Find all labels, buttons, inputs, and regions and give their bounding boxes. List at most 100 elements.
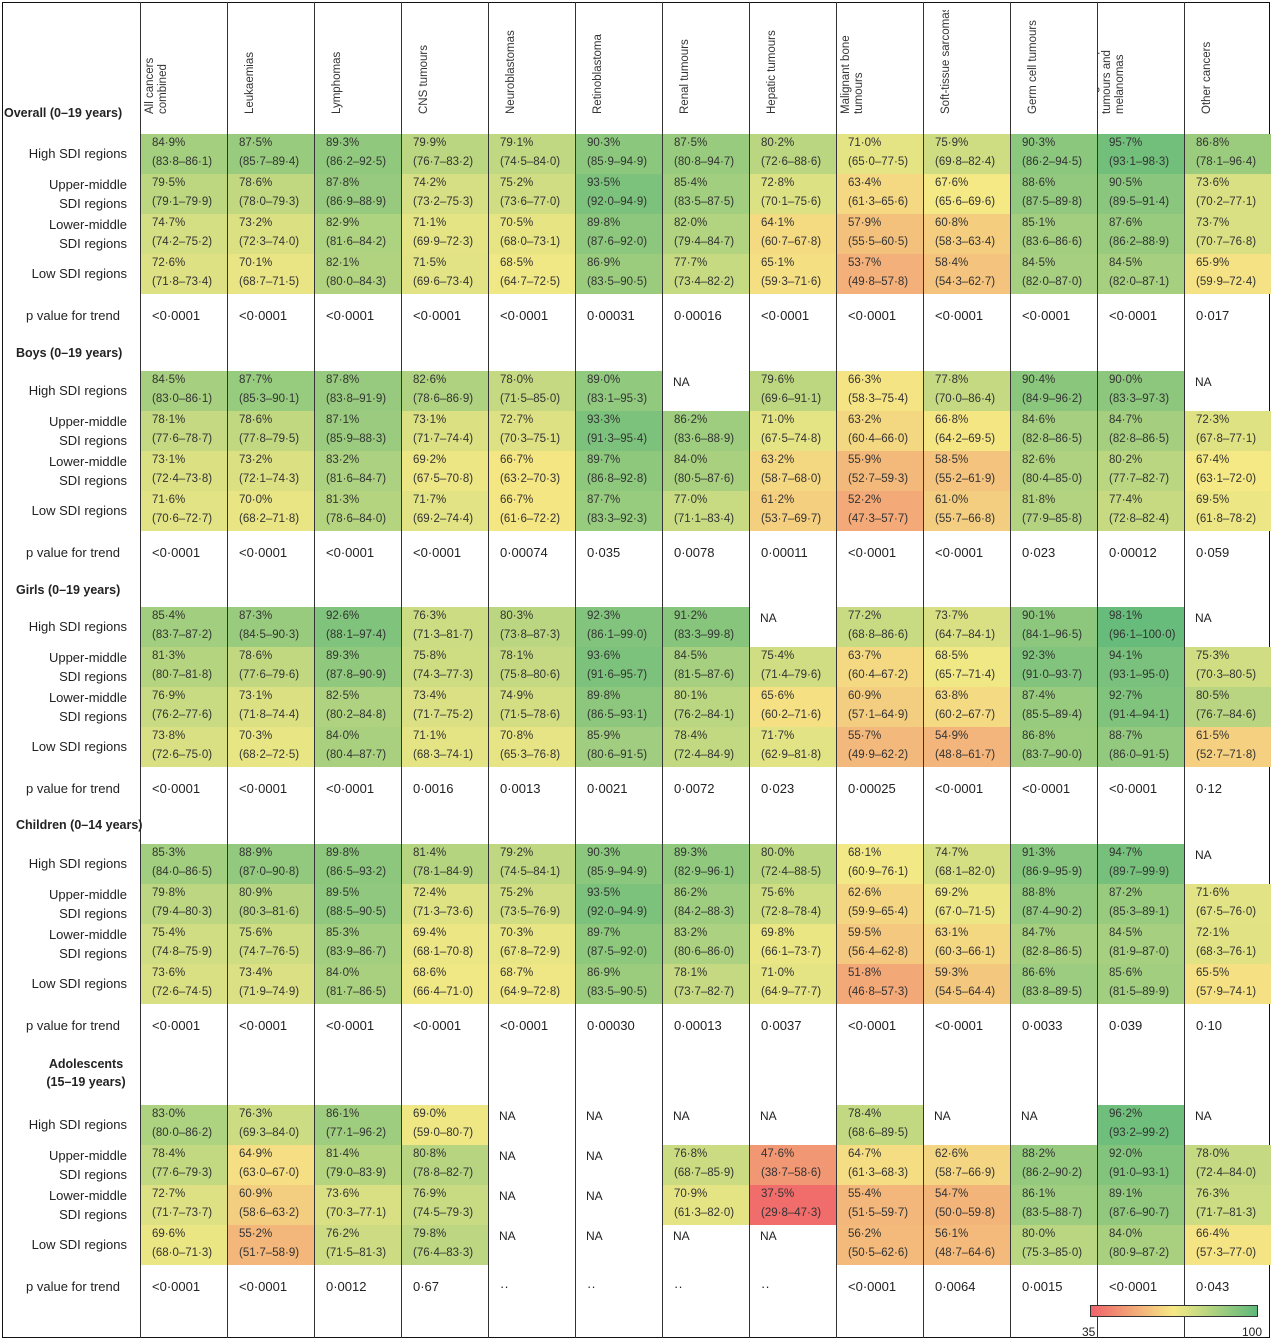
heatmap-cell: 76·3% (71·3–81·7) bbox=[402, 607, 488, 647]
heatmap-cell: 84·5% (83·0–86·1) bbox=[141, 371, 227, 411]
cell-confidence-interval: (89·7–99·9) bbox=[1109, 866, 1170, 878]
cell-confidence-interval: (49·9–62·2) bbox=[848, 749, 909, 761]
cell-value: 78·4% bbox=[674, 730, 708, 742]
cell-confidence-interval: (81·6–84·7) bbox=[326, 473, 387, 485]
cell-confidence-interval: (77·9–85·8) bbox=[1022, 513, 1083, 525]
cell-confidence-interval: (87·4–90·2) bbox=[1022, 906, 1083, 918]
heatmap-cell: 72·1% (68·3–76·1) bbox=[1185, 924, 1271, 964]
cell-confidence-interval: (58·3–63·4) bbox=[935, 236, 996, 248]
heatmap-cell: 73·6% (70·2–77·1) bbox=[1185, 174, 1271, 214]
p-value: <0·0001 bbox=[239, 308, 288, 323]
cell-confidence-interval: (68·2–72·5) bbox=[239, 749, 300, 761]
cell-confidence-interval: (67·0–71·5) bbox=[935, 906, 996, 918]
cell-confidence-interval: (47·3–57·7) bbox=[848, 513, 909, 525]
cell-confidence-interval: (60·4–67·2) bbox=[848, 669, 909, 681]
row-label: Lower-middle SDI regions bbox=[0, 452, 127, 490]
cell-confidence-interval: (58·7–66·9) bbox=[935, 1167, 996, 1179]
heatmap-cell: 71·6% (70·6–72·7) bbox=[141, 491, 227, 531]
cell-value: 65·1% bbox=[761, 257, 795, 269]
cell-confidence-interval: (85·9–94·9) bbox=[587, 156, 648, 168]
cell-confidence-interval: (76·7–83·2) bbox=[413, 156, 474, 168]
heatmap-cell: 75·4% (71·4–79·6) bbox=[750, 647, 836, 687]
p-value: 0·043 bbox=[1196, 1279, 1230, 1294]
heatmap-cell: 88·7% (86·0–91·5) bbox=[1098, 727, 1184, 767]
cell-confidence-interval: (81·6–84·2) bbox=[326, 236, 387, 248]
cell-confidence-interval: (73·6–77·0) bbox=[500, 196, 561, 208]
heatmap-cell: 85·1% (83·6–86·6) bbox=[1011, 214, 1097, 254]
cell-confidence-interval: (80·6–86·0) bbox=[674, 946, 735, 958]
heatmap-cell: 96·2% (93·2–99·2) bbox=[1098, 1105, 1184, 1145]
heatmap-cell: 86·2% (84·2–88·3) bbox=[663, 884, 749, 924]
heatmap-cell: 86·2% (83·6–88·9) bbox=[663, 411, 749, 451]
p-value: 0·00012 bbox=[1109, 545, 1157, 560]
cell-confidence-interval: (83·6–86·6) bbox=[1022, 236, 1083, 248]
heatmap-cell: 69·0% (59·0–80·7) bbox=[402, 1105, 488, 1145]
column-header-label: CNS tumours bbox=[418, 44, 430, 114]
heatmap-cell: 66·7% (61·6–72·2) bbox=[489, 491, 575, 531]
cell-value: 66·4% bbox=[1196, 1228, 1230, 1240]
heatmap-cell: 98·1% (96·1–100·0) bbox=[1098, 607, 1184, 647]
cell-confidence-interval: (86·0–91·5) bbox=[1109, 749, 1170, 761]
row-label-line1: Low SDI regions bbox=[31, 1237, 127, 1252]
na-cell: NA bbox=[586, 1149, 603, 1163]
heatmap-cell: 73·7% (64·7–84·1) bbox=[924, 607, 1010, 647]
cell-value: 71·7% bbox=[761, 730, 795, 742]
heatmap-cell: 79·2% (74·5–84·1) bbox=[489, 844, 575, 884]
cell-value: 71·5% bbox=[413, 257, 447, 269]
heatmap-cell: 73·2% (72·1–74·3) bbox=[228, 451, 314, 491]
heatmap-cell: 84·0% (80·5–87·6) bbox=[663, 451, 749, 491]
cell-confidence-interval: (64·7–72·5) bbox=[500, 276, 561, 288]
cell-value: 80·2% bbox=[761, 137, 795, 149]
cell-value: 80·1% bbox=[674, 690, 708, 702]
heatmap-cell: 63·2% (60·4–66·0) bbox=[837, 411, 923, 451]
heatmap-cell: 80·8% (78·8–82·7) bbox=[402, 1145, 488, 1185]
p-value: <0·0001 bbox=[239, 545, 288, 560]
heatmap-cell: 63·2% (58·7–68·0) bbox=[750, 451, 836, 491]
cell-confidence-interval: (72·6–74·5) bbox=[152, 986, 213, 998]
heatmap-cell: 61·2% (53·7–69·7) bbox=[750, 491, 836, 531]
cell-value: 72·6% bbox=[152, 257, 186, 269]
cell-confidence-interval: (69·6–73·4) bbox=[413, 276, 474, 288]
heatmap-cell: 87·3% (84·5–90·3) bbox=[228, 607, 314, 647]
heatmap-cell: 85·3% (83·9–86·7) bbox=[315, 924, 401, 964]
cell-confidence-interval: (74·5–84·1) bbox=[500, 866, 561, 878]
heatmap-cell: 89·3% (86·2–92·5) bbox=[315, 134, 401, 174]
cell-value: 89·1% bbox=[1109, 1188, 1143, 1200]
cell-value: 84·0% bbox=[1109, 1228, 1143, 1240]
cell-value: 47·6% bbox=[761, 1148, 795, 1160]
row-label: Lower-middle SDI regions bbox=[0, 925, 127, 963]
heatmap-cell: 68·5% (64·7–72·5) bbox=[489, 254, 575, 294]
cell-confidence-interval: (85·9–88·3) bbox=[326, 433, 387, 445]
cell-confidence-interval: (68·3–74·1) bbox=[413, 749, 474, 761]
cell-value: 85·4% bbox=[674, 177, 708, 189]
cell-confidence-interval: (50·5–62·6) bbox=[848, 1247, 909, 1259]
heatmap-cell: 89·1% (87·6–90·7) bbox=[1098, 1185, 1184, 1225]
cell-confidence-interval: (57·1–64·9) bbox=[848, 709, 909, 721]
cell-value: 66·7% bbox=[500, 494, 534, 506]
cell-value: 86·2% bbox=[674, 887, 708, 899]
heatmap-cell: 94·7% (89·7–99·9) bbox=[1098, 844, 1184, 884]
cell-confidence-interval: (74·5–79·3) bbox=[413, 1207, 474, 1219]
cell-confidence-interval: (68·3–76·1) bbox=[1196, 946, 1257, 958]
column-header-label: All cancers combined bbox=[144, 57, 169, 114]
na-cell: NA bbox=[1195, 611, 1212, 625]
cell-confidence-interval: (76·4–83·3) bbox=[413, 1247, 474, 1259]
heatmap-cell: 86·1% (77·1–96·2) bbox=[315, 1105, 401, 1145]
heatmap-cell: 78·6% (77·6–79·6) bbox=[228, 647, 314, 687]
cell-value: 71·6% bbox=[1196, 887, 1230, 899]
cell-confidence-interval: (84·1–96·5) bbox=[1022, 629, 1083, 641]
cell-confidence-interval: (91·3–95·4) bbox=[587, 433, 648, 445]
cell-confidence-interval: (67·8–77·1) bbox=[1196, 433, 1257, 445]
row-label-line2: SDI regions bbox=[59, 473, 127, 488]
na-cell: NA bbox=[499, 1229, 516, 1243]
heatmap-cell: 83·2% (81·6–84·7) bbox=[315, 451, 401, 491]
cell-value: 69·2% bbox=[935, 887, 969, 899]
heatmap-cell: 85·9% (80·6–91·5) bbox=[576, 727, 662, 767]
heatmap-cell: 64·9% (63·0–67·0) bbox=[228, 1145, 314, 1185]
cell-confidence-interval: (88·5–90·5) bbox=[326, 906, 387, 918]
cell-confidence-interval: (54·3–62·7) bbox=[935, 276, 996, 288]
cell-confidence-interval: (69·6–91·1) bbox=[761, 393, 822, 405]
heatmap-cell: 60·9% (58·6–63·2) bbox=[228, 1185, 314, 1225]
heatmap-cell: 93·3% (91·3–95·4) bbox=[576, 411, 662, 451]
cell-value: 59·5% bbox=[848, 927, 882, 939]
